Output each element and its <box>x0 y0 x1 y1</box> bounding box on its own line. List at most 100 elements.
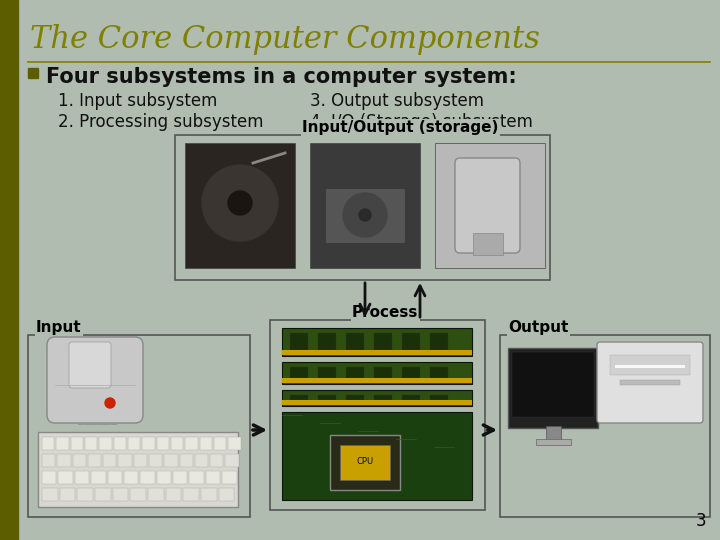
Text: Four subsystems in a computer system:: Four subsystems in a computer system: <box>46 67 517 87</box>
Bar <box>282 378 472 383</box>
FancyBboxPatch shape <box>69 342 111 388</box>
Bar <box>508 348 598 428</box>
Bar <box>157 437 169 450</box>
Text: Input/Output (storage): Input/Output (storage) <box>302 120 498 135</box>
Bar <box>620 380 680 385</box>
Bar <box>282 400 472 405</box>
Bar <box>42 471 56 484</box>
Text: 3. Output subsystem: 3. Output subsystem <box>310 92 484 110</box>
FancyBboxPatch shape <box>47 337 143 423</box>
Bar <box>95 488 111 501</box>
Bar <box>374 367 392 379</box>
Circle shape <box>359 209 371 221</box>
Bar <box>107 471 122 484</box>
Circle shape <box>343 193 387 237</box>
Bar <box>112 488 128 501</box>
Bar <box>402 367 420 379</box>
Bar <box>615 365 685 368</box>
Bar <box>140 471 155 484</box>
Bar <box>171 437 184 450</box>
Bar <box>189 471 204 484</box>
Bar <box>185 143 295 268</box>
Bar <box>290 367 308 379</box>
Bar <box>290 395 308 401</box>
Bar <box>0 0 18 540</box>
Bar <box>73 454 86 467</box>
Text: 4. I/O (Storage) subsystem: 4. I/O (Storage) subsystem <box>310 113 533 131</box>
Text: Input: Input <box>36 320 81 335</box>
Bar <box>340 445 390 480</box>
Bar <box>103 454 117 467</box>
Bar <box>91 471 106 484</box>
Bar <box>42 437 54 450</box>
Text: The Core Computer Components: The Core Computer Components <box>30 24 540 55</box>
Text: ────────────: ──────────── <box>63 423 117 428</box>
Bar <box>195 454 208 467</box>
Bar <box>225 454 239 467</box>
Bar <box>206 471 220 484</box>
Bar <box>430 333 448 351</box>
Bar <box>546 426 561 441</box>
Bar <box>85 437 97 450</box>
Bar <box>610 355 690 375</box>
Bar <box>42 454 55 467</box>
Bar <box>290 333 308 351</box>
Bar <box>402 395 420 401</box>
Bar <box>60 488 76 501</box>
Bar <box>71 437 83 450</box>
Bar <box>128 437 140 450</box>
Bar <box>214 437 226 450</box>
Bar <box>149 454 162 467</box>
Text: 3: 3 <box>696 512 706 530</box>
Bar <box>219 488 234 501</box>
Bar <box>56 437 68 450</box>
Bar <box>318 367 336 379</box>
Bar <box>318 395 336 401</box>
Bar <box>173 471 187 484</box>
Bar <box>58 471 73 484</box>
Bar <box>166 488 181 501</box>
Bar <box>157 471 171 484</box>
FancyBboxPatch shape <box>597 342 703 423</box>
Bar <box>374 333 392 351</box>
Bar <box>374 395 392 401</box>
Bar <box>402 333 420 351</box>
Bar <box>282 362 472 384</box>
Bar <box>185 437 198 450</box>
Bar <box>58 454 71 467</box>
Bar <box>164 454 178 467</box>
Bar <box>325 188 405 243</box>
Bar <box>148 488 163 501</box>
Bar <box>282 328 472 356</box>
Bar <box>500 335 710 517</box>
Bar <box>124 471 138 484</box>
Bar <box>318 333 336 351</box>
Bar <box>114 437 126 450</box>
Bar <box>38 432 238 507</box>
Bar <box>88 454 101 467</box>
Bar <box>430 367 448 379</box>
Bar <box>42 488 58 501</box>
Circle shape <box>228 191 252 215</box>
Bar <box>330 435 400 490</box>
Bar <box>435 143 545 268</box>
Bar <box>28 335 250 517</box>
Bar <box>346 367 364 379</box>
Text: Output: Output <box>508 320 568 335</box>
Text: CPU: CPU <box>356 457 374 467</box>
Circle shape <box>202 165 278 241</box>
Bar <box>210 454 223 467</box>
Bar <box>282 412 472 500</box>
Bar <box>99 437 112 450</box>
Bar <box>282 390 472 406</box>
Text: Process: Process <box>352 305 418 320</box>
Bar <box>270 320 485 510</box>
Circle shape <box>105 398 115 408</box>
Bar <box>536 439 571 445</box>
Bar <box>77 488 93 501</box>
Bar <box>175 135 550 280</box>
Text: 1. Input subsystem: 1. Input subsystem <box>58 92 217 110</box>
Bar <box>179 454 193 467</box>
Bar <box>130 488 146 501</box>
Bar <box>282 350 472 355</box>
